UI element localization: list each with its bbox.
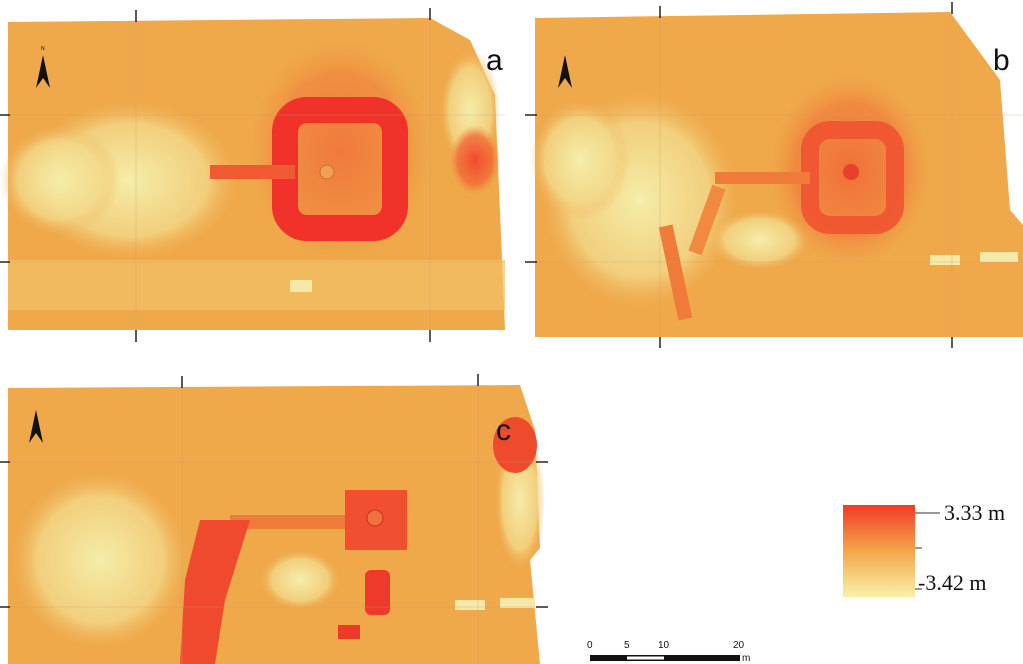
scale-bar: 0 5 10 20 m	[587, 640, 750, 664]
panel-b: b	[525, 2, 1023, 348]
panel-c: c	[0, 374, 548, 664]
legend-ramp	[843, 505, 915, 597]
scale-label: 0	[587, 640, 593, 651]
legend-max: 3.33 m	[944, 500, 1005, 525]
panel-label: a	[486, 44, 503, 77]
panel-a: a N	[0, 8, 505, 342]
panel-label: b	[993, 44, 1010, 77]
scale-label: 5	[624, 640, 630, 651]
legend-min: -3.42 m	[918, 570, 986, 595]
legend: 3.33 m -3.42 m	[843, 500, 1005, 597]
scale-unit: m	[742, 653, 750, 664]
scale-label: 10	[658, 640, 670, 651]
scale-label: 20	[733, 640, 745, 651]
north-label: N	[41, 46, 45, 52]
figure: a N b c 3.33 m -3.42 m 0 5 10 20 m	[0, 0, 1023, 664]
panel-label: c	[496, 414, 511, 447]
